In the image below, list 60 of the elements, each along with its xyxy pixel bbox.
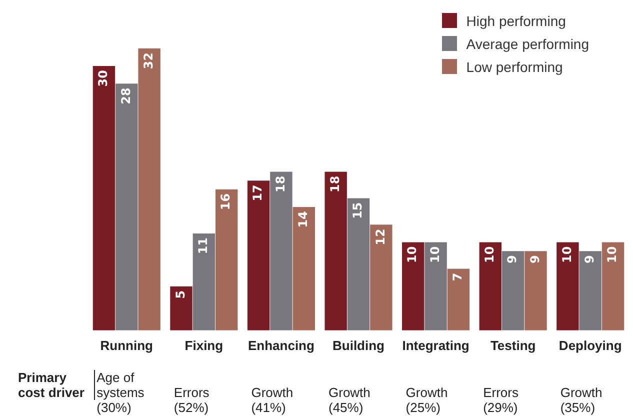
data-label: 9 [528, 255, 542, 264]
bar [447, 268, 470, 330]
bar [170, 286, 192, 330]
bar [324, 172, 347, 330]
x-tick-label: Running [100, 338, 154, 353]
data-label: 30 [96, 70, 110, 87]
data-label: 10 [405, 246, 420, 263]
bar [347, 198, 370, 330]
legend-label: High performing [465, 12, 567, 31]
data-label: 16 [218, 193, 233, 210]
data-label: 9 [582, 255, 596, 264]
data-label: 11 [196, 237, 210, 254]
bar [524, 251, 547, 330]
x-tick-label: Deploying [558, 338, 622, 353]
bar [424, 242, 447, 330]
x-tick-label: Fixing [184, 338, 224, 353]
data-label: 10 [605, 246, 620, 263]
bar [292, 207, 315, 330]
bar [192, 233, 216, 330]
bar [116, 84, 138, 330]
data-label: 9 [505, 255, 520, 264]
bar [215, 189, 238, 330]
text: Age of systems (30%) [96, 370, 146, 415]
bar [479, 242, 502, 330]
data-label: 17 [250, 184, 265, 202]
data-label: 10 [482, 246, 497, 263]
bar [138, 48, 160, 330]
text: Errors (29%) [483, 384, 520, 415]
legend-label: Average performing [465, 35, 589, 54]
data-label: 10 [428, 246, 442, 263]
bar [502, 251, 524, 330]
bar [579, 251, 602, 330]
data-label: 18 [273, 176, 288, 192]
bar [92, 66, 116, 330]
text: Errors (52%) [174, 384, 210, 415]
text: Growth (35%) [560, 384, 604, 415]
bar [270, 172, 292, 330]
x-tick-label: Integrating [402, 338, 470, 353]
data-label: 18 [328, 176, 342, 192]
data-label: 28 [118, 88, 133, 104]
bar [247, 180, 270, 330]
data-label: 12 [373, 228, 388, 246]
data-label: 14 [296, 211, 310, 228]
data-label: 7 [450, 272, 465, 282]
bar [370, 224, 392, 330]
data-label: 32 [141, 52, 156, 70]
bar [602, 242, 624, 330]
data-label: 10 [560, 246, 574, 263]
x-tick-label: Enhancing [248, 338, 314, 353]
text: Growth (41%) [251, 384, 294, 415]
text: Growth (25%) [406, 384, 449, 415]
legend-label: Low performing [465, 58, 564, 77]
x-tick-label: Building [332, 338, 385, 353]
data-label: 15 [350, 202, 365, 219]
bar [556, 242, 579, 330]
x-tick-label: Testing [490, 338, 536, 353]
data-label: 5 [173, 290, 188, 299]
text: Primary cost driver [18, 370, 95, 400]
bar [402, 242, 424, 330]
text: Growth (45%) [328, 384, 372, 415]
